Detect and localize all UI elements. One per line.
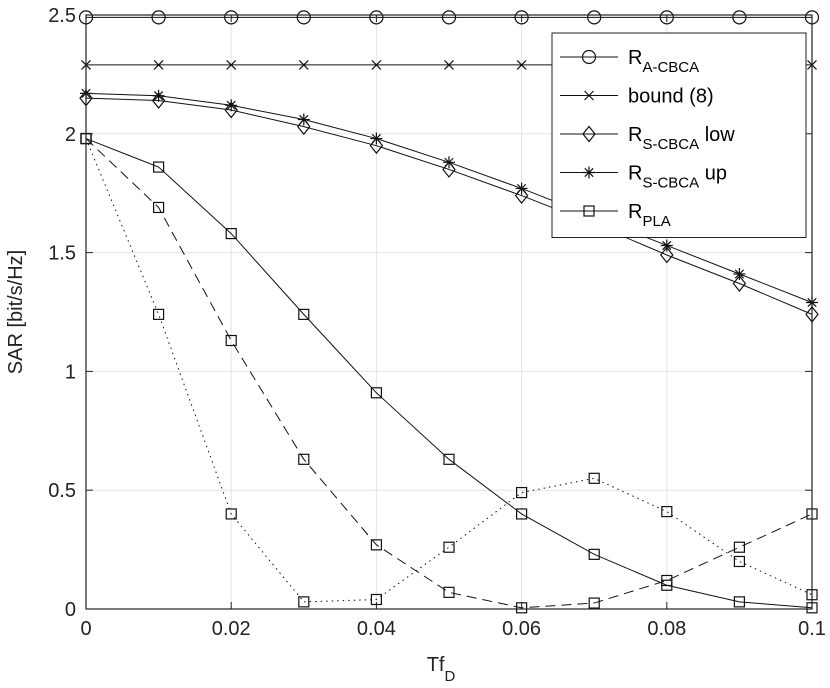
data-point-pla-1 — [733, 596, 746, 608]
x-tick-label: 0.06 — [502, 618, 541, 640]
data-point-pla-3 — [225, 508, 237, 520]
data-point-bound — [516, 59, 527, 70]
data-point-a-cbca — [369, 10, 384, 25]
series-a-cbca — [78, 10, 820, 25]
series-line-pla-3 — [85, 138, 813, 603]
series-line-pla-1 — [85, 138, 813, 609]
y-tick-label: 1 — [65, 361, 76, 383]
x-tick-label: 0 — [80, 618, 91, 640]
legend-item-bound: bound (8) — [560, 86, 714, 108]
legend-marker-pla-1 — [583, 205, 595, 217]
y-tick-label: 2.5 — [48, 5, 76, 27]
data-point-s-cbca-up — [443, 156, 455, 169]
data-point-s-cbca-up — [733, 267, 746, 280]
x-tick-label: 0.04 — [357, 618, 396, 640]
data-point-pla-1 — [515, 508, 528, 520]
data-point-pla-1 — [225, 227, 237, 240]
legend-marker-s-cbca-low — [582, 125, 596, 143]
axis-labels: 0 0.02 0.04 0.06 0.08 0.1 0 0.5 1 1.5 2 2.5 TfD SAR [… — [5, 5, 826, 685]
y-axis-label: SAR [bit/s/Hz] — [5, 250, 27, 374]
y-tick-label: 0 — [65, 599, 76, 621]
data-point-pla-3 — [733, 555, 746, 568]
legend-label-bound: bound (8) — [628, 86, 714, 108]
data-point-pla-3 — [443, 541, 455, 553]
data-point-s-cbca-low — [442, 160, 456, 178]
x-axis-label: TfD — [427, 654, 456, 685]
data-point-pla-3 — [661, 505, 673, 518]
data-point-pla-2 — [153, 201, 165, 214]
axis-ticks — [85, 14, 813, 610]
data-point-pla-2 — [225, 334, 237, 347]
data-point-a-cbca — [441, 10, 457, 25]
data-point-a-cbca — [151, 10, 166, 25]
data-point-pla-1 — [370, 387, 382, 399]
data-point-s-cbca-low — [224, 101, 238, 119]
data-point-pla-3 — [515, 486, 528, 499]
data-point-s-cbca-up — [225, 99, 238, 112]
data-point-pla-2 — [588, 597, 600, 609]
data-point-s-cbca-low — [660, 246, 674, 264]
data-point-s-cbca-up — [660, 239, 673, 252]
x-tick-label: 0.08 — [647, 618, 686, 640]
data-point-pla-2 — [661, 574, 673, 587]
data-point-bound — [298, 59, 309, 70]
data-point-s-cbca-up — [370, 132, 383, 145]
data-point-pla-2 — [370, 539, 382, 551]
data-point-pla-3 — [153, 308, 165, 320]
data-point-s-cbca-low — [514, 187, 529, 205]
data-point-pla-2 — [733, 541, 746, 553]
data-point-s-cbca-up — [152, 89, 165, 102]
data-point-pla-2 — [298, 453, 310, 465]
data-point-bound — [226, 59, 237, 70]
x-tick-label: 0.1 — [798, 618, 826, 640]
data-point-s-cbca-up — [297, 113, 310, 126]
data-point-a-cbca — [659, 10, 674, 25]
data-point-a-cbca — [587, 10, 602, 25]
plot-frame — [85, 14, 813, 610]
y-tick-label: 1.5 — [48, 243, 76, 265]
series-line-pla-2 — [85, 138, 813, 609]
data-point-pla-2 — [443, 586, 455, 598]
legend-marker-s-cbca-up — [583, 166, 595, 179]
legend-marker-a-cbca — [581, 49, 597, 65]
data-point-s-cbca-low — [297, 118, 311, 136]
data-point-pla-1 — [153, 161, 165, 173]
data-point-s-cbca-up — [515, 182, 528, 195]
y-tick-label: 2 — [65, 124, 76, 146]
data-point-a-cbca — [514, 10, 529, 25]
data-point-pla-1 — [588, 548, 600, 560]
data-point-a-cbca — [224, 10, 239, 25]
series-line-s-cbca-low — [85, 97, 813, 315]
data-point-s-cbca-low — [369, 137, 384, 155]
data-point-pla-1 — [443, 453, 455, 465]
x-tick-label: 0.02 — [212, 618, 251, 640]
data-point-s-cbca-low — [151, 92, 166, 109]
data-point-pla-3 — [298, 596, 310, 608]
data-point-pla-3 — [588, 472, 600, 484]
data-point-bound — [153, 59, 164, 70]
data-point-pla-1 — [298, 308, 310, 320]
y-tick-label: 0.5 — [48, 480, 76, 502]
data-point-a-cbca — [296, 10, 311, 25]
data-point-bound — [444, 59, 454, 70]
legend-marker-bound — [584, 90, 594, 101]
data-point-s-cbca-low — [732, 275, 747, 292]
data-point-bound — [371, 59, 382, 70]
data-point-a-cbca — [732, 10, 747, 25]
plot-series — [78, 10, 820, 614]
